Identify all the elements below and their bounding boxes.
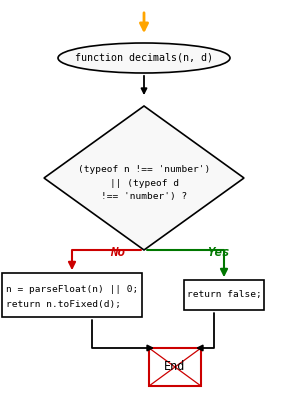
Text: End: End bbox=[164, 360, 186, 374]
FancyBboxPatch shape bbox=[2, 273, 142, 317]
Text: No: No bbox=[111, 246, 126, 259]
Text: n = parseFloat(n) || 0;: n = parseFloat(n) || 0; bbox=[6, 286, 138, 295]
Text: return n.toFixed(d);: return n.toFixed(d); bbox=[6, 299, 121, 309]
Text: function decimals(n, d): function decimals(n, d) bbox=[75, 53, 213, 63]
Text: !== 'number') ?: !== 'number') ? bbox=[101, 192, 187, 202]
Ellipse shape bbox=[58, 43, 230, 73]
FancyBboxPatch shape bbox=[149, 348, 201, 386]
Text: return false;: return false; bbox=[187, 290, 262, 299]
Polygon shape bbox=[44, 106, 244, 250]
Text: Yes: Yes bbox=[207, 246, 229, 259]
Text: || (typeof d: || (typeof d bbox=[109, 179, 179, 189]
Text: (typeof n !== 'number'): (typeof n !== 'number') bbox=[78, 166, 210, 175]
FancyBboxPatch shape bbox=[184, 280, 264, 310]
